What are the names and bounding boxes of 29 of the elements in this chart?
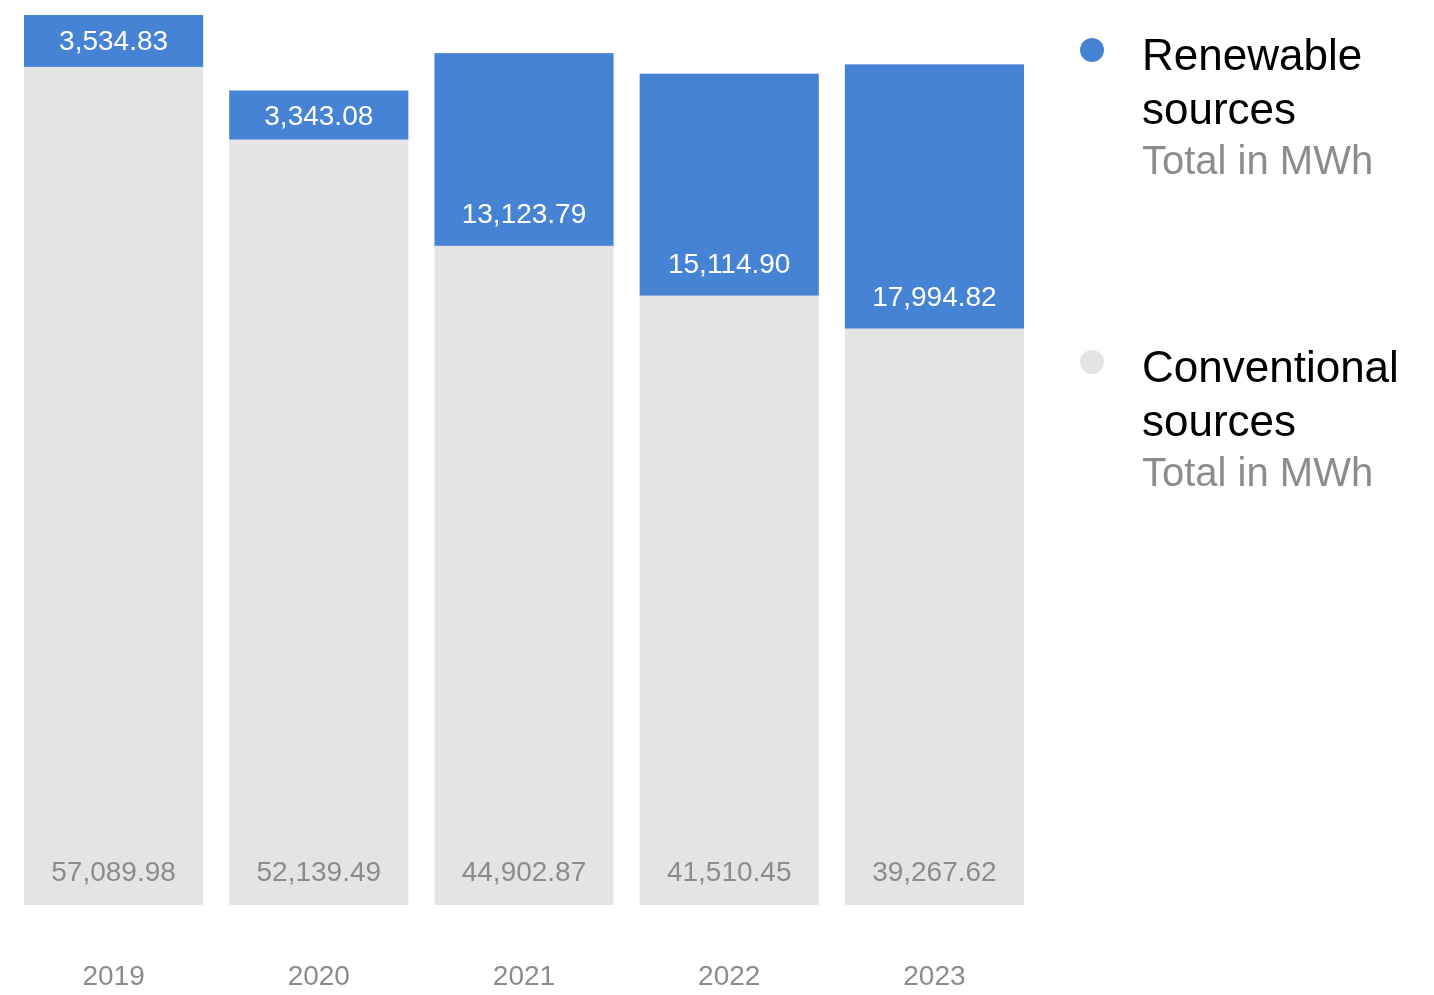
bar xyxy=(229,139,409,905)
data-label: 3,343.08 xyxy=(264,99,374,131)
bar xyxy=(844,328,1024,905)
data-label: 17,994.82 xyxy=(872,281,997,313)
legend-label: Renewable sources xyxy=(1142,30,1363,133)
x-tick-label: 2021 xyxy=(492,960,556,991)
x-tick-label: 2022 xyxy=(698,960,761,991)
bar xyxy=(434,245,614,905)
data-label: 52,139.49 xyxy=(256,855,382,887)
data-label: 3,534.83 xyxy=(59,25,169,57)
legend-label: Conventional sources xyxy=(1142,342,1399,445)
data-label: 15,114.90 xyxy=(667,248,791,280)
bar xyxy=(844,64,1024,329)
data-label: 44,902.87 xyxy=(461,855,587,887)
text: Total in MWh xyxy=(1142,138,1374,182)
data-label: 41,510.45 xyxy=(666,855,792,887)
data-label: 39,267.62 xyxy=(872,855,997,887)
bar xyxy=(24,66,204,905)
bar xyxy=(229,90,409,140)
data-label: 13,123.79 xyxy=(461,198,587,230)
x-tick-label: 2023 xyxy=(903,960,966,991)
bar xyxy=(24,15,204,67)
bar xyxy=(434,53,614,246)
data-label: 57,089.98 xyxy=(51,855,176,887)
x-tick-label: 2020 xyxy=(287,960,350,991)
bar xyxy=(639,295,819,905)
bar xyxy=(639,73,819,296)
x-tick-label: 2019 xyxy=(82,960,145,991)
text: Total in MWh xyxy=(1142,450,1374,494)
